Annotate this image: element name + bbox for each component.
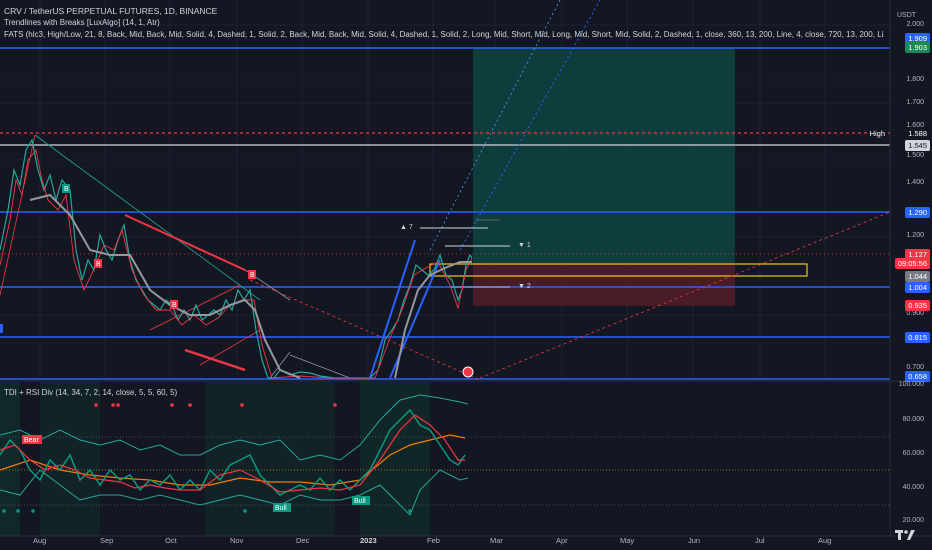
time-tick-label: 2023 xyxy=(360,536,377,545)
price-tick-label: 1.200 xyxy=(906,232,924,239)
price-level-label: 1.903 xyxy=(905,42,930,53)
time-tick-label: Jul xyxy=(755,536,765,545)
rsi-tick-label: 20.000 xyxy=(902,517,924,524)
price-level-label: 1.290 xyxy=(905,207,930,218)
price-level-label: 1.044 xyxy=(905,271,930,282)
down-count-1-label: ▼ 1 xyxy=(518,242,531,249)
rsi-pane xyxy=(0,382,890,536)
rsi-dots xyxy=(2,403,412,513)
indicator-tdi-legend[interactable]: TDI + RSI Div (14, 34, 7, 2, 14, close, … xyxy=(4,388,178,397)
bear-tag xyxy=(22,435,42,444)
price-level-label: 0.935 xyxy=(905,300,930,311)
time-tick-label: Nov xyxy=(230,536,244,545)
time-tick-label: Jun xyxy=(688,536,701,545)
price-level-label: 1.588 xyxy=(905,128,930,139)
price-level-label: 1.909 xyxy=(905,33,930,44)
rsi-tick-label: 80.000 xyxy=(902,416,924,423)
rsi-tick-label: 40.000 xyxy=(902,484,924,491)
currency-label[interactable]: USDT xyxy=(897,12,917,19)
rsi-tick-label: 100.000 xyxy=(898,381,924,388)
time-tick-label: Apr xyxy=(556,536,568,545)
bull-tag-2-text: Bull xyxy=(354,498,366,505)
rsi-tick-label: 60.000 xyxy=(902,450,924,457)
high-label: High xyxy=(866,128,888,139)
price-tick-label: 0.700 xyxy=(906,364,924,371)
time-tick-label: Aug xyxy=(33,536,47,545)
up-count-label: ▲ 7 xyxy=(400,224,413,231)
time-tick-label: Sep xyxy=(100,536,114,545)
bull-tag-1 xyxy=(273,503,291,512)
price-tick-label: 2.000 xyxy=(906,21,924,28)
time-tick-label: Aug xyxy=(818,536,832,545)
b-tag-1: B xyxy=(64,186,69,193)
b-tag-3: B xyxy=(172,302,177,309)
price-level-label: 1.545 xyxy=(905,140,930,151)
price-tick-label: 1.400 xyxy=(906,179,924,186)
trendlines[interactable] xyxy=(0,0,891,381)
time-tick-label: Dec xyxy=(296,536,310,545)
time-tick-label: May xyxy=(620,536,635,545)
moving-average xyxy=(29,193,301,379)
symbol-title[interactable]: CRV / TetherUS PERPETUAL FUTURES, 1D, BI… xyxy=(4,6,218,16)
b-tag-2: B xyxy=(96,261,101,268)
indicator-fats-legend[interactable]: FATS (hlc3, High/Low, 21, 8, Back, Mid, … xyxy=(4,30,884,39)
price-tick-label: 1.800 xyxy=(906,76,924,83)
range-box[interactable] xyxy=(429,263,808,277)
price-series-red xyxy=(0,148,473,379)
down-count-2-label: ▼ 2 xyxy=(518,283,531,290)
signal-markers xyxy=(0,184,256,333)
price-pane xyxy=(0,0,890,380)
price-level-label: 1.127 xyxy=(905,249,930,260)
price-level-label: 1.004 xyxy=(905,282,930,293)
long-position-target-zone[interactable] xyxy=(473,48,735,263)
bear-tag-text: Bear xyxy=(24,437,39,444)
time-tick-label: Mar xyxy=(490,536,503,545)
bull-tag-2 xyxy=(352,496,370,505)
time-tick-label: Oct xyxy=(165,536,177,545)
moving-average-2 xyxy=(394,261,472,379)
price-tick-label: 0.900 xyxy=(906,310,924,317)
time-tick-label: Feb xyxy=(427,536,440,545)
indicator-trendlines-legend[interactable]: Trendlines with Breaks [LuxAlgo] (14, 1,… xyxy=(4,18,160,27)
price-level-label: 0.658 xyxy=(905,371,930,382)
price-level-label: 0.815 xyxy=(905,332,930,343)
price-tick-label: 1.500 xyxy=(906,152,924,159)
event-flag-icon[interactable] xyxy=(462,366,474,378)
price-tick-label: 1.600 xyxy=(906,122,924,129)
price-level-label: 09:05:56 xyxy=(894,258,930,269)
bull-tag-1-text: Bull xyxy=(275,505,287,512)
long-position-stop-zone[interactable] xyxy=(473,263,735,306)
b-tag-4: B xyxy=(250,272,255,279)
tradingview-logo-icon xyxy=(895,530,915,540)
price-tick-label: 1.700 xyxy=(906,99,924,106)
